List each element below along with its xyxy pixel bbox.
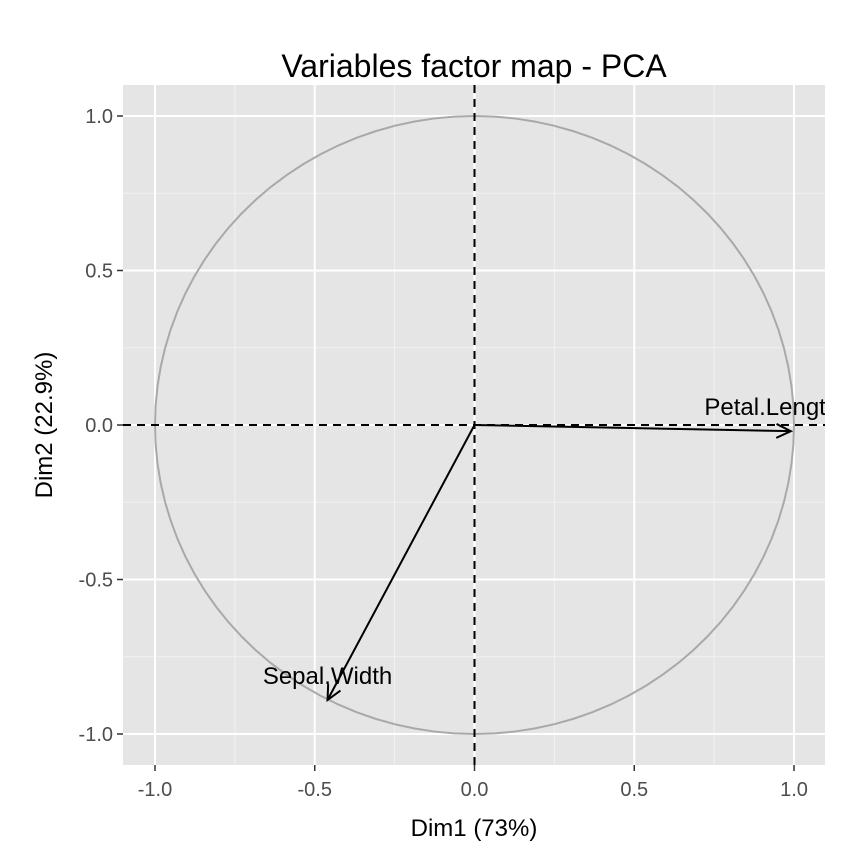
variable-arrow xyxy=(326,424,476,701)
x-axis-title: Dim1 (73%) xyxy=(411,815,538,842)
x-tick-label: 0.0 xyxy=(461,779,489,801)
y-axis-title: Dim2 (22.9%) xyxy=(31,352,58,499)
variable-label: Petal.Length xyxy=(704,394,839,421)
x-tick-label: 0.5 xyxy=(620,779,648,801)
x-tick-label: -0.5 xyxy=(298,779,332,801)
y-tick-label: -0.5 xyxy=(79,570,113,592)
arrow-head xyxy=(775,423,794,439)
y-tick-label: 0.5 xyxy=(85,261,113,283)
axis-ticks: -1.0 -0.5 0.0 0.5 1.0 -1.0 -0.5 0.0 0.5 1.0 xyxy=(79,106,808,801)
arrow-head xyxy=(326,683,342,703)
variable-label: Sepal.Width xyxy=(263,663,392,690)
x-tick-label: -1.0 xyxy=(138,779,172,801)
x-tick-label: 1.0 xyxy=(780,779,808,801)
y-tick-label: -1.0 xyxy=(79,724,113,746)
plot-content: Petal.Length Sepal.Width xyxy=(123,85,839,765)
y-tick-label: 0.0 xyxy=(85,415,113,437)
y-tick-label: 1.0 xyxy=(85,106,113,128)
variable-arrow xyxy=(474,424,791,433)
chart-title: Variables factor map - PCA xyxy=(281,48,667,84)
